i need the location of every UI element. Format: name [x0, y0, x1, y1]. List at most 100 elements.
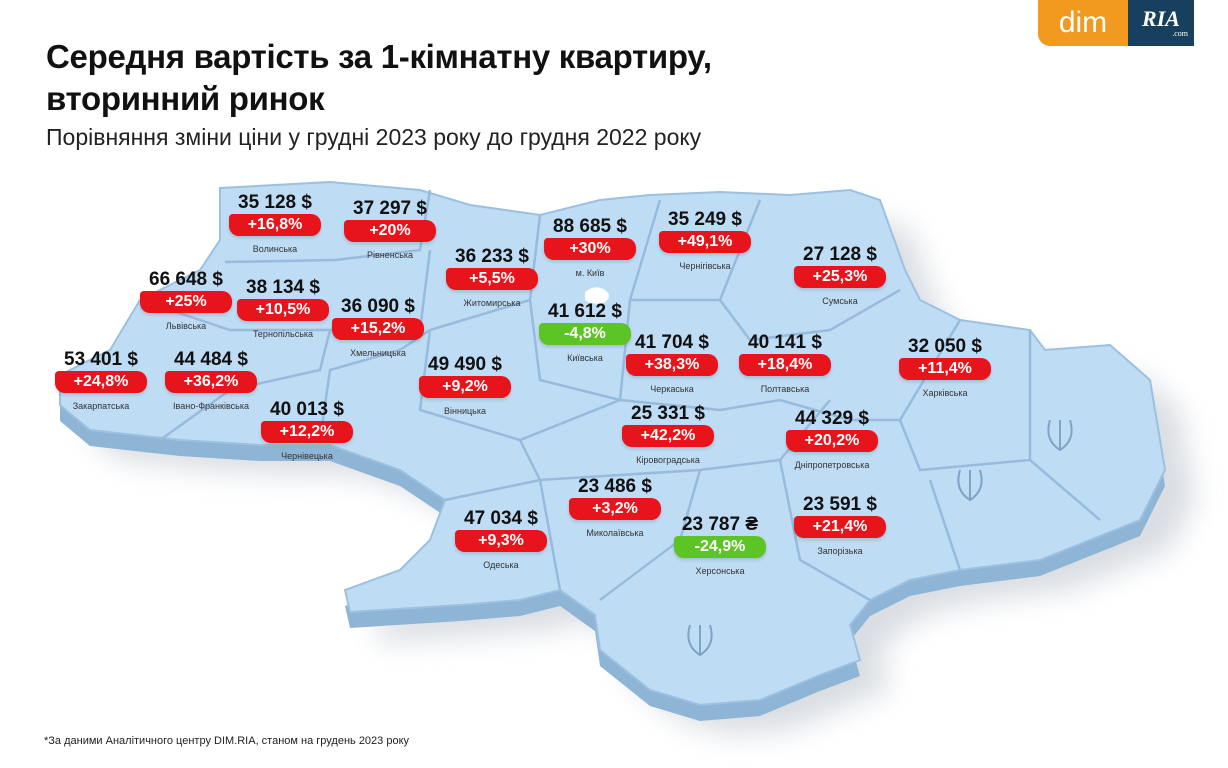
change-badge: +42,2% — [622, 425, 714, 447]
region-price: 40 013 $ — [270, 399, 344, 420]
region-label: 44 329 $ +20,2% Дніпропетровська — [786, 409, 878, 470]
trident-icon — [687, 624, 713, 657]
region-name: Житомирська — [463, 298, 521, 308]
region-price: 44 329 $ — [795, 408, 869, 429]
region-label: 35 249 $ +49,1% Чернігівська — [659, 210, 751, 271]
region-price: 36 233 $ — [455, 246, 529, 267]
region-label: 53 401 $ +24,8% Закарпатська — [55, 350, 147, 411]
region-name: Київська — [567, 353, 603, 363]
footnote: *За даними Аналітичного центру DIM.RIA, … — [44, 735, 410, 747]
region-label: 41 612 $ -4,8% Київська — [539, 302, 631, 363]
region-label: 66 648 $ +25% Львівська — [140, 270, 232, 331]
region-price: 23 591 $ — [803, 494, 877, 515]
logo-ria-text: RIA — [1142, 5, 1180, 31]
subtitle: Порівняння зміни ціни у грудні 2023 року… — [46, 124, 702, 150]
logo-com-text: .com — [1172, 28, 1188, 38]
change-badge: +12,2% — [261, 421, 353, 443]
region-name: Дніпропетровська — [794, 460, 870, 470]
change-badge: +15,2% — [332, 318, 424, 340]
region-price: 49 490 $ — [428, 354, 502, 375]
change-badge: +9,3% — [455, 530, 547, 552]
region-label: 23 787 ₴ -24,9% Херсонська — [674, 515, 766, 576]
change-badge: +18,4% — [739, 354, 831, 376]
change-badge: -24,9% — [674, 536, 766, 558]
region-label: 49 490 $ +9,2% Вінницька — [419, 355, 511, 416]
region-name: Чернігівська — [679, 261, 731, 271]
region-name: Сумська — [822, 296, 858, 306]
region-name: Запорізька — [817, 546, 863, 556]
kyiv-city-shape — [585, 287, 609, 304]
change-badge: -4,8% — [539, 323, 631, 345]
region-price: 41 704 $ — [635, 332, 709, 353]
change-badge: +36,2% — [165, 371, 257, 393]
region-label: 32 050 $ +11,4% Харківська — [899, 337, 991, 398]
change-badge: +11,4% — [899, 358, 991, 380]
region-name: Полтавська — [760, 384, 810, 394]
change-badge: +20,2% — [786, 430, 878, 452]
change-badge: +10,5% — [237, 299, 329, 321]
region-price: 41 612 $ — [548, 301, 622, 322]
change-badge: +24,8% — [55, 371, 147, 393]
change-badge: +3,2% — [569, 498, 661, 520]
region-name: Закарпатська — [72, 401, 130, 411]
change-badge: +5,5% — [446, 268, 538, 290]
region-price: 36 090 $ — [341, 296, 415, 317]
region-price: 53 401 $ — [64, 349, 138, 370]
region-label: 36 233 $ +5,5% Житомирська — [446, 247, 538, 308]
dimria-logo: dim RIA .com — [1038, 0, 1194, 46]
region-price: 88 685 $ — [553, 216, 627, 237]
change-badge: +21,4% — [794, 516, 886, 538]
region-label: 23 591 $ +21,4% Запорізька — [794, 495, 886, 556]
region-price: 32 050 $ — [908, 336, 982, 357]
change-badge: +38,3% — [626, 354, 718, 376]
change-badge: +30% — [544, 238, 636, 260]
region-name: Кіровоградська — [636, 455, 700, 465]
region-price: 38 134 $ — [246, 277, 320, 298]
region-price: 23 486 $ — [578, 476, 652, 497]
region-label: 37 297 $ +20% Рівненська — [344, 199, 436, 260]
region-price: 27 128 $ — [803, 244, 877, 265]
region-name: Івано-Франківська — [173, 401, 249, 411]
logo-ria: RIA .com — [1128, 0, 1194, 46]
title-line-2: вторинний ринок — [46, 80, 325, 117]
change-badge: +16,8% — [229, 214, 321, 236]
region-price: 25 331 $ — [631, 403, 705, 424]
region-label: 41 704 $ +38,3% Черкаська — [626, 333, 718, 394]
region-name: Чернівецька — [281, 451, 333, 461]
change-badge: +20% — [344, 220, 436, 242]
region-name: Волинська — [252, 244, 298, 254]
region-label: 40 013 $ +12,2% Чернівецька — [261, 400, 353, 461]
region-label: 35 128 $ +16,8% Волинська — [229, 193, 321, 254]
region-label: 44 484 $ +36,2% Івано-Франківська — [165, 350, 257, 411]
region-name: Львівська — [165, 321, 207, 331]
region-price: 40 141 $ — [748, 332, 822, 353]
region-name: Харківська — [922, 388, 968, 398]
title-line-1: Середня вартість за 1-кімнатну квартиру, — [46, 38, 712, 75]
region-label: 25 331 $ +42,2% Кіровоградська — [622, 404, 714, 465]
region-label: 88 685 $ +30% м. Київ — [544, 217, 636, 278]
region-name: Херсонська — [695, 566, 745, 576]
region-name: Хмельницька — [350, 348, 406, 358]
region-name: Тернопільська — [252, 329, 314, 339]
change-badge: +49,1% — [659, 231, 751, 253]
region-name: Вінницька — [444, 406, 486, 416]
page-title: Середня вартість за 1-кімнатну квартиру,… — [46, 36, 712, 120]
region-label: 40 141 $ +18,4% Полтавська — [739, 333, 831, 394]
change-badge: +25% — [140, 291, 232, 313]
trident-icon — [957, 469, 983, 502]
logo-dim: dim — [1038, 0, 1128, 46]
change-badge: +9,2% — [419, 376, 511, 398]
region-price: 35 249 $ — [668, 209, 742, 230]
region-name: Одеська — [483, 560, 519, 570]
region-name: м. Київ — [575, 268, 605, 278]
region-name: Миколаївська — [586, 528, 644, 538]
region-label: 47 034 $ +9,3% Одеська — [455, 509, 547, 570]
region-name: Рівненська — [366, 250, 414, 260]
region-price: 44 484 $ — [174, 349, 248, 370]
region-price: 37 297 $ — [353, 198, 427, 219]
change-badge: +25,3% — [794, 266, 886, 288]
map-surface — [59, 180, 1167, 707]
region-price: 23 787 ₴ — [681, 514, 759, 535]
region-price: 66 648 $ — [149, 269, 223, 290]
region-label: 38 134 $ +10,5% Тернопільська — [237, 278, 329, 339]
